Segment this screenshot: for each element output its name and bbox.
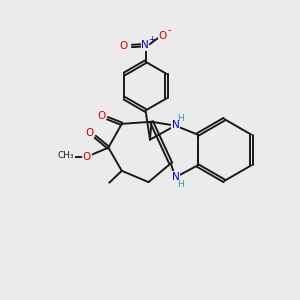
Text: H: H xyxy=(177,180,184,189)
Text: N: N xyxy=(172,172,180,182)
Text: -: - xyxy=(168,25,171,35)
Text: O: O xyxy=(159,31,167,41)
Text: O: O xyxy=(83,152,91,161)
Text: N: N xyxy=(172,120,180,130)
Text: O: O xyxy=(98,110,106,121)
Text: O: O xyxy=(119,41,128,51)
Text: +: + xyxy=(148,35,155,44)
Text: H: H xyxy=(177,114,184,123)
Text: O: O xyxy=(85,128,94,138)
Text: N: N xyxy=(141,40,149,50)
Text: CH₃: CH₃ xyxy=(58,152,74,160)
